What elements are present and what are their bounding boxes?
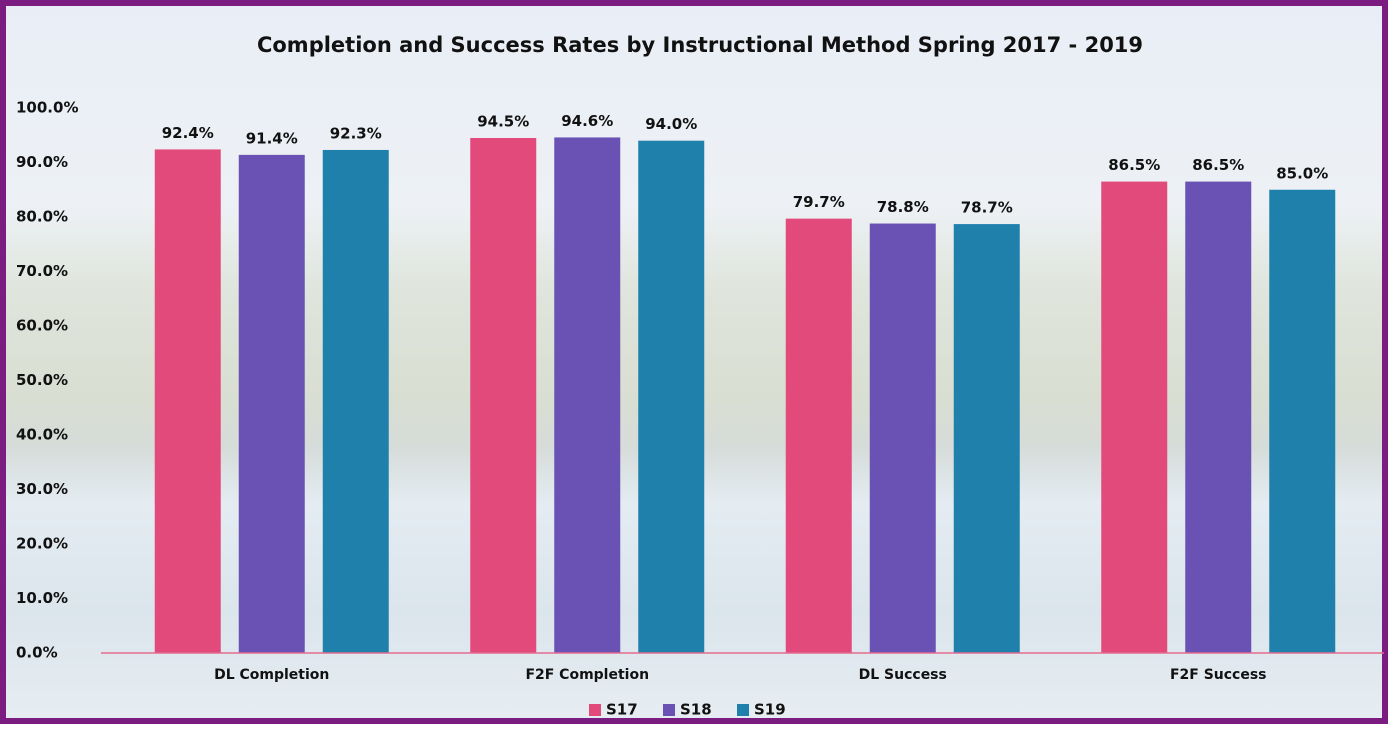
y-tick-label: 30.0% <box>16 480 68 498</box>
value-label: 92.4% <box>162 124 214 142</box>
legend-label: S18 <box>680 701 712 719</box>
legend-swatch <box>589 704 601 716</box>
legend-swatch <box>737 704 749 716</box>
y-tick-label: 40.0% <box>16 426 68 444</box>
value-label: 86.5% <box>1192 156 1244 174</box>
bar <box>1185 181 1252 653</box>
bar <box>238 154 305 653</box>
bar <box>953 224 1020 653</box>
value-label: 78.7% <box>961 199 1013 217</box>
legend-label: S17 <box>606 701 638 719</box>
legend-swatch <box>663 704 675 716</box>
value-label: 94.5% <box>477 112 529 130</box>
value-label: 91.4% <box>246 129 298 147</box>
value-label: 85.0% <box>1276 164 1328 182</box>
value-label: 94.0% <box>645 115 697 133</box>
x-tick-label: DL Completion <box>214 667 329 683</box>
bar <box>322 149 389 653</box>
y-tick-label: 70.0% <box>16 262 68 280</box>
bar <box>785 218 852 653</box>
x-tick-label: F2F Success <box>1170 667 1267 683</box>
x-tick-label: F2F Completion <box>525 667 649 683</box>
y-tick-label: 0.0% <box>16 644 58 662</box>
value-label: 86.5% <box>1108 156 1160 174</box>
x-tick-label: DL Success <box>859 667 947 683</box>
chart-title: Completion and Success Rates by Instruct… <box>257 33 1143 57</box>
value-label: 79.7% <box>793 193 845 211</box>
value-label: 92.3% <box>330 124 382 142</box>
y-tick-label: 10.0% <box>16 589 68 607</box>
bar <box>154 149 221 654</box>
y-tick-label: 50.0% <box>16 371 68 389</box>
bar <box>869 223 936 654</box>
value-label: 94.6% <box>561 112 613 130</box>
chart: Completion and Success Rates by Instruct… <box>16 33 1384 719</box>
bar <box>1269 189 1336 653</box>
bar <box>470 137 537 654</box>
bar <box>1101 181 1168 653</box>
bar <box>554 137 621 653</box>
y-tick-label: 20.0% <box>16 535 68 553</box>
y-tick-label: 60.0% <box>16 317 68 335</box>
y-tick-label: 90.0% <box>16 153 68 171</box>
bar <box>638 140 705 653</box>
value-label: 78.8% <box>877 198 929 216</box>
y-tick-label: 100.0% <box>16 99 78 117</box>
legend-label: S19 <box>754 701 786 719</box>
y-tick-label: 80.0% <box>16 208 68 226</box>
